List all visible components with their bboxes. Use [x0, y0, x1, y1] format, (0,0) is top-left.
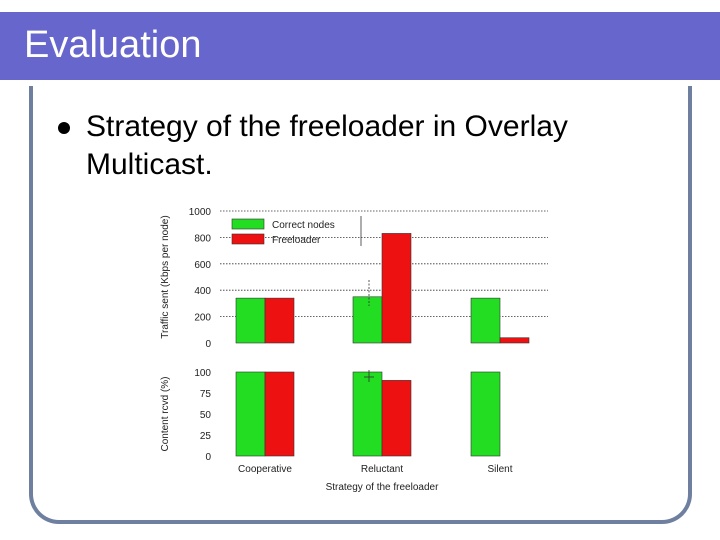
content-y-axis-label: Content rcvd (%): [160, 376, 171, 451]
legend-swatch-freeloader: [231, 233, 265, 245]
content-bar-correct-nodes: [470, 371, 501, 457]
traffic-bar-correct-nodes: [352, 296, 383, 344]
bullet-text-line1: Strategy of the freeloader in Overlay: [86, 110, 568, 143]
traffic-tick-label: 400: [194, 286, 211, 297]
content-bar-correct-nodes: [352, 371, 383, 457]
content-tick-label: 100: [194, 368, 211, 379]
content-tick-label: 50: [200, 410, 212, 421]
bullet-text-line2: Multicast.: [86, 148, 213, 181]
x-axis-label: Strategy of the freeloader: [326, 482, 440, 493]
traffic-tick-label: 200: [194, 313, 211, 324]
traffic-bar-freeloader: [264, 297, 295, 344]
category-label: Silent: [487, 464, 512, 475]
traffic-bar-freeloader: [499, 337, 530, 344]
bullet-dot: [58, 122, 70, 134]
traffic-y-axis-label: Traffic sent (Kbps per node): [160, 215, 171, 338]
content-tick-label: 25: [200, 431, 212, 442]
content-bar-freeloader: [264, 371, 295, 457]
legend-label: Freeloader: [272, 235, 321, 246]
content-bar-freeloader: [381, 380, 412, 457]
traffic-tick-label: 0: [205, 339, 211, 350]
traffic-tick-label: 600: [194, 260, 211, 271]
traffic-bar-correct-nodes: [235, 297, 266, 344]
title-underline: [0, 86, 650, 91]
content-tick-label: 75: [200, 389, 212, 400]
title-bar: Evaluation: [0, 12, 720, 91]
slide-title: Evaluation: [24, 24, 202, 66]
content-tick-label: 0: [205, 452, 211, 463]
content-bar-correct-nodes: [235, 371, 266, 457]
traffic-tick-label: 800: [194, 233, 211, 244]
legend-label: Correct nodes: [272, 220, 335, 231]
legend-swatch-correct-nodes: [231, 218, 265, 230]
traffic-tick-label: 1000: [189, 207, 212, 218]
category-label: Cooperative: [238, 464, 292, 475]
category-label: Reluctant: [361, 464, 403, 475]
traffic-bar-freeloader: [381, 233, 412, 344]
content-frame: [29, 86, 692, 524]
traffic-bar-correct-nodes: [470, 297, 501, 344]
